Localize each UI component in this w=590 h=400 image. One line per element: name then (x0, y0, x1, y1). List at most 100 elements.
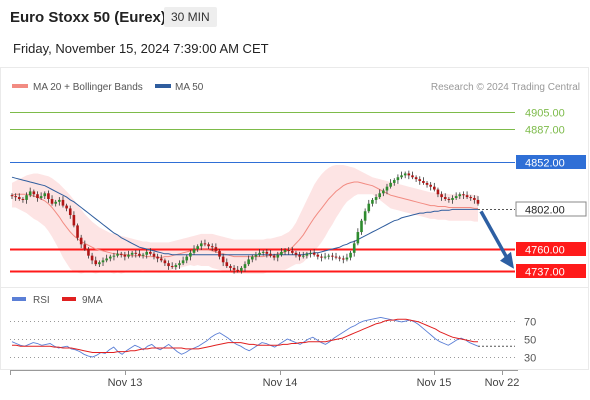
candle (145, 249, 149, 259)
candle (378, 189, 382, 199)
candle (451, 195, 454, 204)
candle (392, 178, 396, 186)
rsi-tick-70: 70 (524, 317, 536, 329)
legend-swatch-ma20 (12, 84, 28, 88)
candle (236, 266, 240, 273)
candle (414, 175, 418, 182)
x-tick-label: Nov 15 (417, 377, 452, 389)
candle (10, 193, 14, 199)
candle (462, 191, 465, 199)
rsi-legend: RSI 9MA (12, 295, 103, 306)
candle (21, 197, 25, 203)
candle (87, 247, 90, 259)
ma20-line (11, 181, 478, 258)
candle (54, 199, 57, 207)
candle (305, 251, 309, 259)
copyright-text: Research © 2024 Trading Central (431, 82, 580, 93)
candle (280, 248, 283, 257)
level-label-4905.00: 4905.00 (525, 108, 565, 120)
interval-button[interactable]: 30 MIN (164, 7, 217, 27)
candle (476, 196, 480, 206)
candle (465, 191, 469, 199)
candle (141, 252, 145, 259)
candle (229, 264, 232, 271)
candle (218, 249, 221, 260)
candle (94, 256, 98, 267)
rsi-tick-30: 30 (524, 353, 536, 365)
candle (316, 252, 320, 260)
candle (243, 261, 247, 272)
candle (112, 252, 116, 261)
candle (294, 250, 298, 258)
level-label-4802.00: 4802.00 (525, 205, 565, 217)
candle (400, 171, 403, 180)
candle (261, 249, 265, 256)
candle (374, 194, 378, 204)
candle (265, 249, 269, 258)
candle (32, 189, 36, 198)
candle (301, 251, 305, 259)
candle (436, 187, 440, 198)
price-legend: MA 20 + Bollinger Bands MA 50 Research ©… (12, 82, 580, 93)
level-label-4760.00: 4760.00 (525, 245, 565, 257)
ma50-line (11, 176, 478, 256)
legend-label-rsi: RSI (33, 295, 50, 306)
candle (203, 239, 207, 247)
level-label-4737.00: 4737.00 (525, 267, 565, 279)
forecast-arrow-head (500, 251, 514, 269)
candle (425, 181, 429, 188)
candle (79, 234, 83, 249)
candle (440, 191, 443, 201)
candle (291, 247, 294, 255)
candle (454, 192, 458, 200)
level-label-4852.00: 4852.00 (525, 158, 565, 170)
candle (25, 192, 28, 204)
candle (214, 243, 218, 253)
level-label-bg-4737.00 (516, 264, 586, 278)
candle (83, 240, 87, 251)
candle (43, 191, 47, 199)
candle (196, 244, 199, 252)
candle (411, 171, 414, 180)
candle (90, 252, 94, 265)
candle (385, 183, 389, 195)
candle (287, 247, 290, 255)
rsi-tick-50: 50 (524, 335, 536, 347)
legend-label-9ma: 9MA (82, 295, 103, 306)
candle (178, 260, 181, 269)
level-label-bg-4802.00 (515, 201, 587, 217)
candle (272, 253, 276, 261)
candle (240, 266, 243, 274)
candle (429, 181, 432, 191)
candle (327, 253, 331, 260)
candle (258, 249, 261, 257)
candle (422, 177, 425, 185)
bollinger-band-fill (12, 164, 478, 274)
candle (225, 258, 229, 268)
candle (447, 197, 451, 203)
candle (334, 252, 338, 260)
candle (323, 252, 327, 260)
rsi-panel-frame (0, 287, 589, 370)
candle (28, 187, 32, 198)
candle (167, 260, 170, 270)
candle (269, 249, 272, 258)
candle (159, 254, 163, 263)
candle (210, 243, 214, 251)
candle (101, 257, 105, 267)
candle (371, 198, 374, 207)
chart-datetime: Friday, November 15, 2024 7:39:00 AM CET (13, 41, 269, 56)
candle (345, 253, 349, 262)
level-label-bg-4852.00 (516, 155, 586, 169)
candle (403, 171, 407, 179)
candle (108, 254, 112, 262)
candle (156, 253, 159, 263)
legend-label-ma50: MA 50 (175, 82, 204, 93)
candle (247, 255, 250, 267)
candle (418, 176, 422, 185)
candle (407, 170, 411, 180)
candle (130, 250, 134, 258)
candle (331, 252, 334, 261)
candle (116, 249, 119, 258)
